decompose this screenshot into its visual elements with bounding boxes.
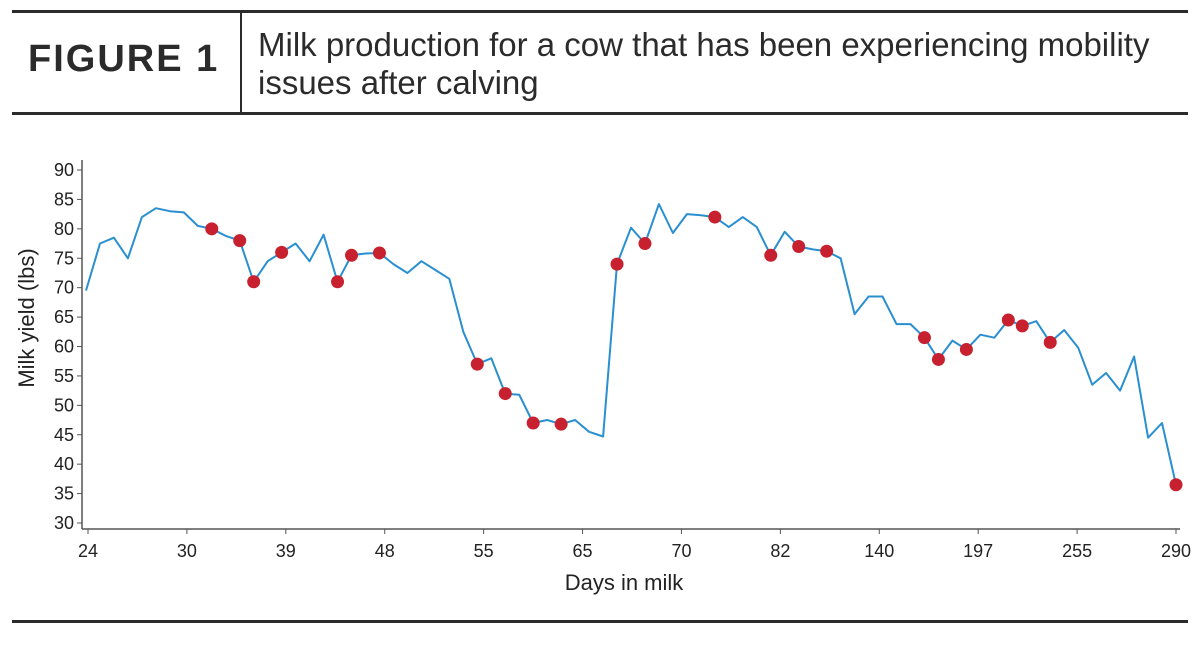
marker-point [708, 210, 722, 224]
x-tick-label: 39 [276, 541, 296, 561]
bottom-rule [12, 620, 1188, 623]
x-tick-label: 140 [864, 541, 894, 561]
marker-point [233, 234, 247, 248]
marker-point [1043, 335, 1057, 349]
marker-point [792, 239, 806, 253]
marker-point [554, 417, 568, 431]
marker-point [526, 416, 540, 430]
y-tick-label: 65 [54, 307, 74, 327]
top-rule [12, 10, 1188, 13]
marker-point [498, 387, 512, 401]
x-tick-label: 30 [177, 541, 197, 561]
y-tick-label: 85 [54, 189, 74, 209]
marker-point [959, 342, 973, 356]
x-tick-label: 82 [770, 541, 790, 561]
x-tick-label: 55 [474, 541, 494, 561]
y-tick-label: 30 [54, 513, 74, 533]
y-tick-label: 40 [54, 454, 74, 474]
marker-point [1169, 478, 1183, 492]
series-milk-yield [85, 203, 1177, 486]
marker-point [247, 275, 261, 289]
x-tick-label: 24 [78, 541, 98, 561]
y-tick-label: 45 [54, 425, 74, 445]
marker-point [931, 352, 945, 366]
y-tick-label: 70 [54, 278, 74, 298]
y-tick-label: 90 [54, 160, 74, 180]
y-tick-label: 80 [54, 219, 74, 239]
marker-point [1015, 319, 1029, 333]
x-tick-label: 65 [573, 541, 593, 561]
marker-point [345, 248, 359, 262]
marker-point [610, 257, 624, 271]
marker-point [638, 237, 652, 251]
marker-point [470, 357, 484, 371]
marker-points [205, 210, 1183, 492]
marker-point [275, 245, 289, 259]
x-tick-label: 197 [963, 541, 993, 561]
x-tick-label: 255 [1062, 541, 1092, 561]
y-tick-label: 60 [54, 337, 74, 357]
marker-point [331, 275, 345, 289]
marker-point [917, 331, 931, 345]
x-tick-label: 70 [671, 541, 691, 561]
y-tick-label: 75 [54, 248, 74, 268]
figure-label: FIGURE 1 [28, 38, 220, 80]
header-rule [12, 112, 1188, 115]
marker-point [820, 244, 834, 258]
title-divider [240, 13, 242, 112]
marker-point [372, 246, 386, 260]
y-tick-label: 50 [54, 395, 74, 415]
x-tick-label: 290 [1161, 541, 1191, 561]
marker-point [764, 248, 778, 262]
y-axis: 30 35 40 45 50 55 60 65 70 75 80 85 90 [54, 160, 83, 533]
y-tick-label: 35 [54, 484, 74, 504]
x-axis-title: Days in milk [565, 570, 685, 595]
y-axis-title: Milk yield (lbs) [14, 248, 39, 387]
marker-point [205, 222, 219, 236]
chart-title: Milk production for a cow that has been … [258, 26, 1150, 101]
y-tick-label: 55 [54, 366, 74, 386]
x-axis: 24 30 39 48 55 65 70 82 140 197 255 290 [78, 528, 1191, 561]
marker-point [1001, 313, 1015, 327]
series-line [85, 203, 1177, 486]
x-tick-label: 48 [375, 541, 395, 561]
